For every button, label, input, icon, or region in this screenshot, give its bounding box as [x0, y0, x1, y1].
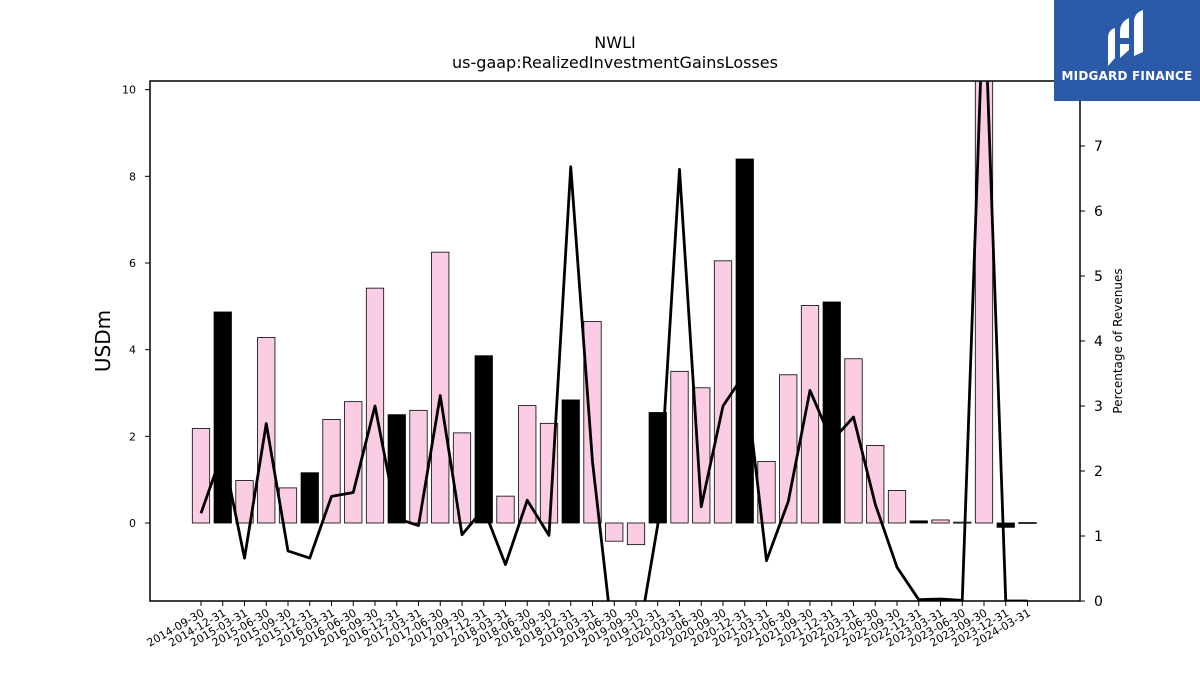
y-tick-label: 8: [129, 170, 136, 183]
y-tick-label: 0: [129, 517, 136, 530]
chart-title: NWLI: [594, 33, 635, 52]
y2-axis-label: Percentage of Revenues: [1111, 268, 1125, 413]
bar-2020-03-31: [670, 370, 689, 524]
bar-2017-06-30: [431, 251, 450, 524]
y2-tick-label: 3: [1094, 399, 1103, 415]
bar-2020-12-31: [735, 158, 754, 524]
bar-2023-06-30: [953, 521, 972, 524]
y-tick-label: 4: [129, 344, 136, 357]
y-axis-left: 0 2 4 6 8 10: [122, 84, 150, 530]
bar-2016-06-30: [344, 401, 363, 524]
bar-2021-12-31: [822, 301, 841, 524]
revenue-percentage-line: [199, 81, 1028, 601]
bar-2019-06-30: [605, 522, 624, 542]
bar-2023-03-31: [931, 519, 950, 524]
bar-2019-09-30: [626, 522, 646, 546]
midgard-logo-icon: [1108, 10, 1143, 66]
bar-2023-09-30: [974, 81, 994, 524]
y2-tick-label: 0: [1094, 594, 1103, 610]
y-tick-label: 2: [129, 430, 136, 443]
logo-text: MIDGARD FINANCE: [1061, 69, 1193, 83]
y2-tick-label: 7: [1094, 139, 1103, 155]
bar-2016-03-31: [322, 419, 341, 524]
y-tick-label: 6: [129, 257, 136, 270]
bar-2022-06-30: [866, 445, 885, 524]
bar-series: [191, 81, 1037, 546]
bar-2017-03-31: [409, 409, 428, 524]
bar-2015-12-31: [300, 472, 319, 524]
y2-tick-label: 5: [1094, 269, 1103, 285]
bar-2022-12-31: [909, 520, 928, 524]
bar-2014-09-30: [191, 428, 211, 524]
chart-subtitle: us-gaap:RealizedInvestmentGainsLosses: [452, 53, 778, 72]
bar-2016-12-31: [387, 414, 406, 524]
y-tick-label: 10: [122, 84, 136, 97]
bar-2022-09-30: [887, 490, 907, 524]
y2-tick-label: 2: [1094, 464, 1103, 480]
line-series: [199, 81, 1028, 601]
y-axis-right: 0 1 2 3 4 5 6 7: [1080, 139, 1103, 610]
bar-2017-12-31: [474, 355, 493, 524]
bar-2018-03-31: [496, 495, 515, 524]
y-axis-label: USDm: [91, 310, 115, 372]
bar-2014-12-31: [213, 311, 232, 524]
y2-tick-label: 1: [1094, 529, 1103, 545]
bar-2018-12-31: [561, 399, 580, 524]
bar-2020-09-30: [713, 260, 733, 524]
y2-tick-label: 6: [1094, 204, 1103, 220]
y2-tick-label: 4: [1094, 334, 1103, 350]
logo: MIDGARD FINANCE: [1054, 0, 1200, 101]
bar-2019-03-31: [583, 321, 602, 524]
bar-2017-09-30: [452, 432, 472, 524]
bar-2021-09-30: [800, 305, 820, 524]
bar-2024-03-31: [1018, 522, 1037, 524]
bar-2022-03-31: [844, 358, 863, 524]
bar-2018-06-30: [518, 405, 537, 524]
x-axis: 2014-09-302014-12-312015-03-312015-06-30…: [145, 601, 1033, 650]
bar-2023-12-31: [996, 522, 1015, 528]
